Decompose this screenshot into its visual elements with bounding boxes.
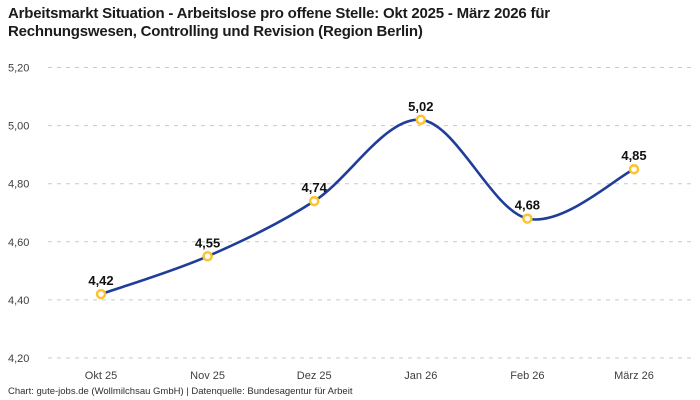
chart-source-note: Chart: gute-jobs.de (Wollmilchsau GmbH) …	[8, 386, 353, 397]
y-axis-tick-label: 4,40	[8, 295, 29, 307]
data-point-marker	[308, 195, 320, 207]
data-point-value-label: 5,02	[408, 99, 433, 114]
y-axis-tick-label: 5,20	[8, 63, 29, 75]
data-point-marker	[522, 213, 533, 224]
data-line	[99, 118, 636, 296]
y-axis-tick-label: 5,00	[8, 121, 29, 133]
data-series: 4,42 4,55 4,74 5,02 4,68 4,85	[88, 99, 647, 300]
data-point-value-label: 4,85	[621, 148, 646, 163]
data-point-marker	[628, 163, 640, 175]
y-axis-tick-labels: 4,20 4,40 4,60 4,80 5,00 5,20	[8, 63, 29, 366]
chart-title: Arbeitsmarkt Situation - Arbeitslose pro…	[8, 5, 550, 40]
x-axis-label: Jan 26	[404, 370, 437, 382]
data-point-marker	[202, 251, 213, 262]
y-axis-tick-label: 4,80	[8, 179, 29, 191]
data-point-marker	[415, 114, 427, 126]
data-point-value-label: 4,68	[515, 198, 540, 213]
x-axis-label: Feb 26	[510, 370, 544, 382]
data-point-value-label: 4,42	[88, 273, 113, 288]
x-axis-label: Okt 25	[85, 370, 117, 382]
y-axis-tick-label: 4,20	[8, 353, 29, 365]
y-axis-tick-label: 4,60	[8, 237, 29, 249]
x-axis-label: Nov 25	[190, 370, 225, 382]
gridlines	[48, 67, 693, 359]
data-point-marker	[95, 288, 107, 300]
x-axis-label: März 26	[614, 370, 654, 382]
data-point-value-label: 4,55	[195, 235, 220, 250]
data-point-value-label: 4,74	[302, 180, 328, 195]
x-axis-labels: Okt 25 Nov 25 Dez 25 Jan 26 Feb 26 März 26	[85, 370, 654, 382]
x-axis-label: Dez 25	[297, 370, 332, 382]
